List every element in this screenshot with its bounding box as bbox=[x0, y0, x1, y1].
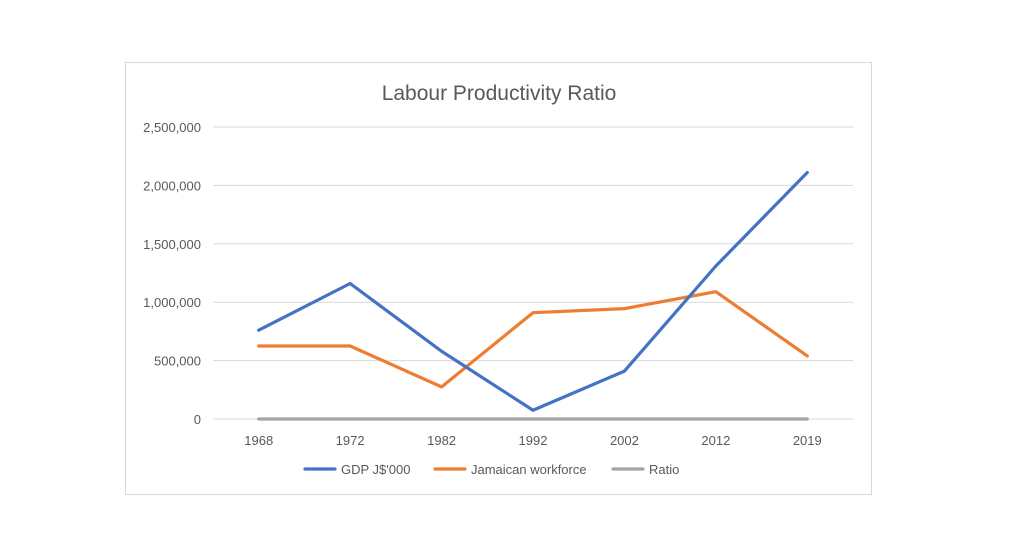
chart-area: Labour Productivity Ratio 0 500,000 1,000,… bbox=[125, 62, 872, 495]
x-tick-label: 1992 bbox=[519, 433, 548, 448]
x-tick-label: 2012 bbox=[701, 433, 730, 448]
legend-label: Ratio bbox=[649, 462, 679, 477]
x-tick-label: 1968 bbox=[244, 433, 273, 448]
series-line-jamaican-workforce bbox=[257, 290, 809, 389]
legend: GDP J$'000 Jamaican workforce Ratio bbox=[303, 462, 679, 477]
legend-label: Jamaican workforce bbox=[471, 462, 587, 477]
x-tick-label: 1972 bbox=[336, 433, 365, 448]
chart-title: Labour Productivity Ratio bbox=[382, 82, 617, 105]
x-tick-label: 2002 bbox=[610, 433, 639, 448]
series-line-gdp-j-000 bbox=[257, 170, 809, 412]
y-tick-label: 2,500,000 bbox=[143, 120, 201, 135]
x-tick-label: 1982 bbox=[427, 433, 456, 448]
x-axis-ticks: 1968 1972 1982 1992 2002 2012 2019 bbox=[244, 433, 821, 448]
y-tick-label: 0 bbox=[194, 412, 201, 427]
legend-label: GDP J$'000 bbox=[341, 462, 410, 477]
gridlines bbox=[213, 126, 853, 420]
line-chart: Labour Productivity Ratio 0 500,000 1,000,… bbox=[143, 82, 853, 477]
y-tick-label: 1,500,000 bbox=[143, 237, 201, 252]
x-tick-label: 2019 bbox=[793, 433, 822, 448]
y-tick-label: 500,000 bbox=[154, 354, 201, 369]
y-tick-label: 1,000,000 bbox=[143, 295, 201, 310]
series-lines bbox=[257, 170, 809, 421]
y-axis-ticks: 0 500,000 1,000,000 1,500,000 2,000,000 2,500… bbox=[143, 120, 201, 427]
y-tick-label: 2,000,000 bbox=[143, 178, 201, 193]
